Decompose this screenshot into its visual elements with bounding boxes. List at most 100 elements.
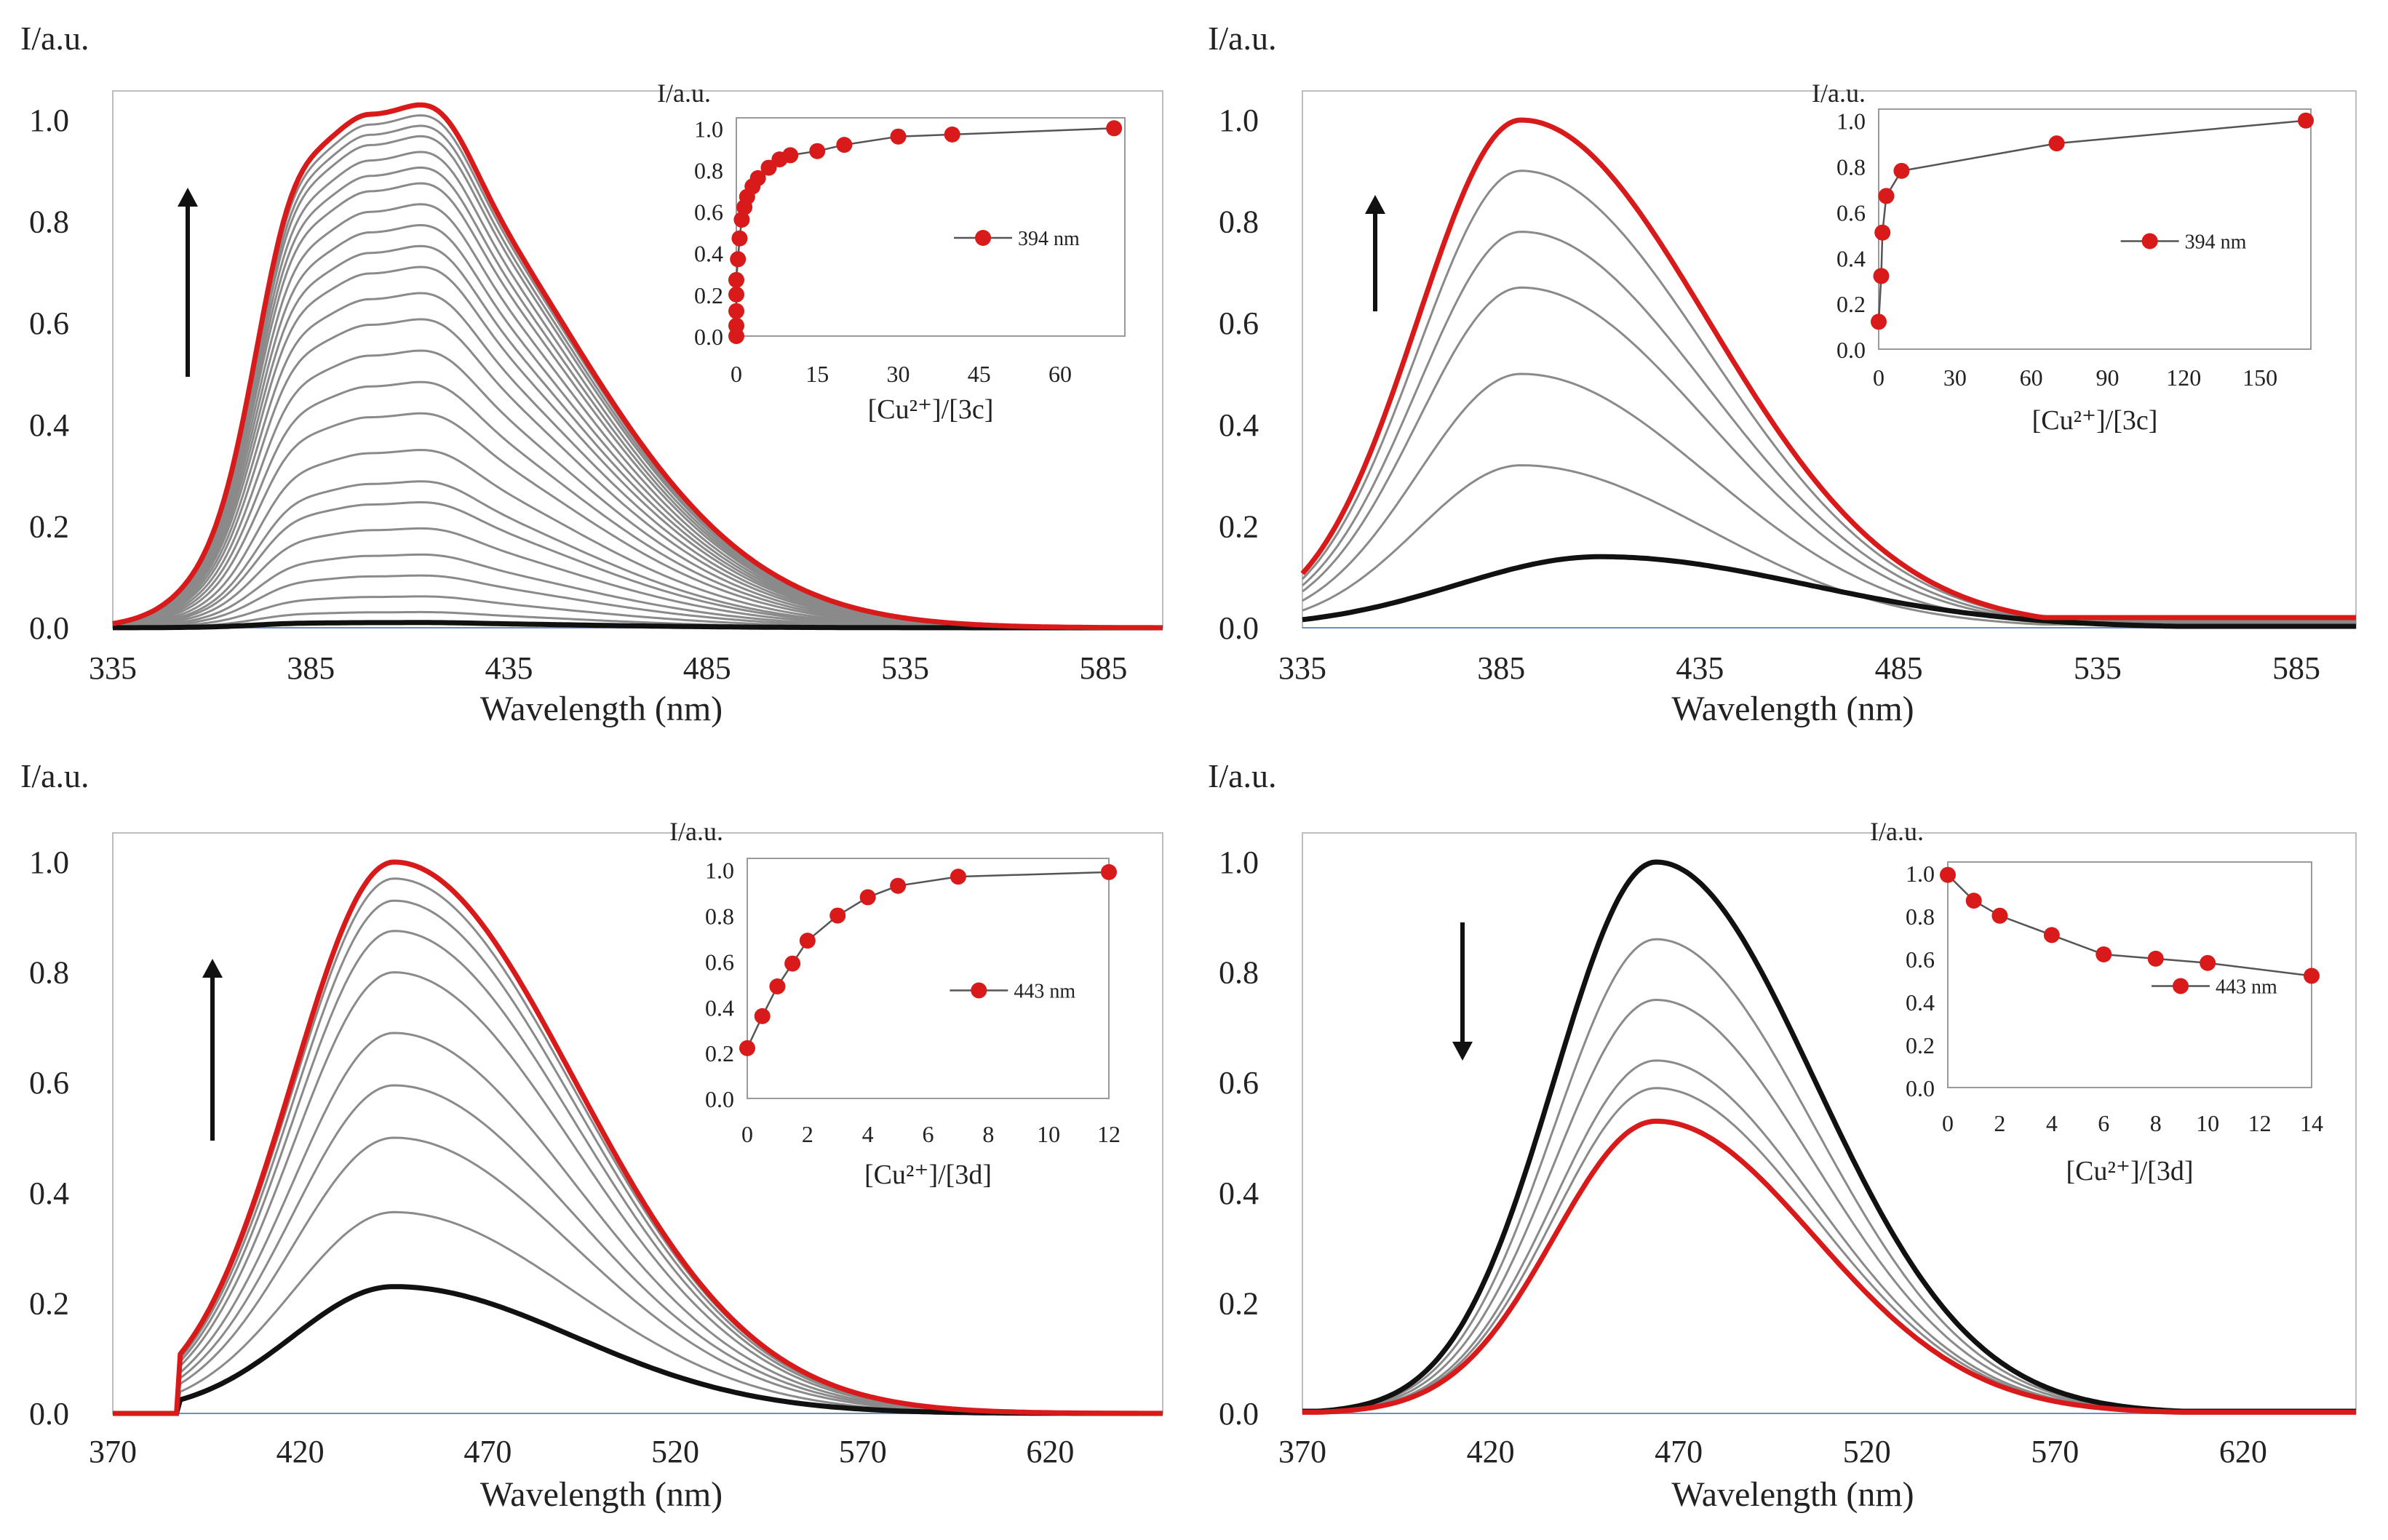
x-tick-label: 535 <box>2074 650 2122 686</box>
y-tick-label: 0.8 <box>1219 204 1259 240</box>
inset-x-tick-label: 8 <box>982 1121 994 1147</box>
x-tick-label: 620 <box>1026 1434 1074 1469</box>
inset-x-tick-label: 120 <box>2166 364 2201 391</box>
y-tick-label: 0.4 <box>1219 407 1259 443</box>
inset-y-tick-label: 1.0 <box>705 858 734 884</box>
inset-y-tick-label: 0.6 <box>705 949 734 975</box>
y-axis-label: I/a.u. <box>20 757 89 794</box>
inset-x-label: [Cu²⁺]/[3c] <box>2032 405 2158 436</box>
x-axis-label: Wavelength (nm) <box>1671 690 1914 728</box>
inset-legend-label: 443 nm <box>1014 981 1075 1003</box>
inset-data-point <box>1873 268 1890 284</box>
y-axis-label: I/a.u. <box>1208 20 1277 57</box>
inset-legend-label: 394 nm <box>1018 228 1080 250</box>
spectrum-final <box>113 859 1163 1416</box>
x-axis-label: Wavelength (nm) <box>1671 1475 1914 1514</box>
inset-data-point <box>890 877 907 894</box>
inset-series-line <box>746 871 1110 1049</box>
x-tick-label: 485 <box>1875 650 1923 686</box>
inset-frame <box>1947 861 2312 1088</box>
y-tick-label: 0.6 <box>1219 1065 1259 1101</box>
inset-y-tick-label: 0.0 <box>694 324 723 350</box>
inset-data-point <box>829 907 846 924</box>
x-tick-label: 535 <box>881 650 929 686</box>
inset-y-tick-label: 0.6 <box>1906 946 1935 973</box>
inset-data-point <box>739 1040 755 1056</box>
inset-y-tick-label: 0.4 <box>705 994 734 1021</box>
spectrum-start <box>1302 554 2356 629</box>
inset-x-tick-label: 14 <box>2300 1110 2323 1136</box>
y-axis-label: I/a.u. <box>1208 757 1277 794</box>
x-tick-label: 520 <box>651 1434 699 1469</box>
inset-y-tick-label: 0.2 <box>705 1040 734 1066</box>
inset-data-point <box>1991 907 2008 924</box>
trend-arrow-head <box>1365 195 1385 214</box>
inset-y-tick-label: 1.0 <box>694 116 723 142</box>
inset-y-tick-label: 0.2 <box>1906 1032 1935 1058</box>
inset-data-point <box>836 137 853 153</box>
inset-x-tick-label: 4 <box>2046 1110 2058 1136</box>
inset-x-tick-label: 30 <box>1943 364 1967 391</box>
inset-x-tick-label: 6 <box>923 1121 934 1147</box>
trend-arrow-head <box>202 959 223 978</box>
y-tick-label: 0.6 <box>29 306 69 341</box>
inset-x-tick-label: 12 <box>1097 1121 1121 1147</box>
inset-data-point <box>944 126 960 143</box>
inset-x-tick-label: 45 <box>968 361 991 387</box>
inset-data-point <box>2200 954 2216 971</box>
x-tick-label: 385 <box>1477 650 1525 686</box>
y-tick-label: 0.8 <box>29 204 69 240</box>
inset-x-tick-label: 90 <box>2096 364 2119 391</box>
inset-y-tick-label: 0.8 <box>705 903 734 930</box>
inset-data-point <box>1871 314 1887 330</box>
inset-data-point <box>1878 188 1895 204</box>
inset-x-label: [Cu²⁺]/[3d] <box>2066 1156 2194 1186</box>
y-tick-label: 1.0 <box>29 103 69 138</box>
inset-y-tick-label: 0.4 <box>1836 245 1866 271</box>
inset-data-point <box>1106 120 1123 137</box>
inset-data-point <box>2048 135 2065 152</box>
inset-x-tick-label: 12 <box>2248 1110 2272 1136</box>
inset-y-tick-label: 0.8 <box>1836 154 1866 180</box>
y-tick-label: 0.2 <box>1219 508 1259 544</box>
x-tick-label: 620 <box>2219 1434 2267 1469</box>
inset-y-label: I/a.u. <box>657 79 711 108</box>
inset-y-tick-label: 0.8 <box>1906 903 1935 930</box>
inset-data-point <box>760 159 777 176</box>
x-tick-label: 435 <box>485 650 533 686</box>
inset-legend-marker <box>2173 978 2189 994</box>
x-tick-label: 335 <box>1278 650 1326 686</box>
inset-legend-marker <box>971 982 987 999</box>
panel-top-left: I/a.u. 0.0 0.2 0.4 0.6 0.8 1.0 335 385 435 485 535 5… <box>20 20 1163 728</box>
x-tick-label: 470 <box>463 1434 512 1469</box>
inset-y-tick-label: 0.4 <box>694 241 723 267</box>
inset-x-tick-label: 0 <box>1873 364 1884 391</box>
inset-data-point <box>2096 946 2112 962</box>
x-tick-label: 435 <box>1676 650 1724 686</box>
inset-data-point <box>733 212 750 228</box>
x-tick-label: 335 <box>89 650 137 686</box>
inset-data-point <box>728 286 744 303</box>
inset-data-point <box>728 317 744 334</box>
spectrum-start <box>113 620 1163 631</box>
y-tick-label: 0.4 <box>1219 1176 1259 1211</box>
inset-x-tick-label: 15 <box>805 361 829 387</box>
inset-data-point <box>731 230 748 247</box>
inset-y-tick-label: 0.0 <box>1906 1075 1935 1101</box>
inset-y-label: I/a.u. <box>1870 817 1924 846</box>
spectrum-final <box>1300 117 2356 621</box>
y-tick-label: 0.4 <box>29 1176 69 1211</box>
y-tick-label: 0.4 <box>29 407 69 443</box>
x-tick-label: 385 <box>287 650 335 686</box>
x-tick-label: 470 <box>1655 1434 1703 1469</box>
inset-data-point <box>1893 162 1910 179</box>
inset-y-tick-label: 0.6 <box>694 199 723 226</box>
panel-top-right: I/a.u. 0.0 0.2 0.4 0.6 0.8 1.0 335 385 435 485 535 5… <box>1208 20 2357 728</box>
spectrum-titration <box>113 1210 1163 1415</box>
inset-y-tick-label: 0.0 <box>1836 337 1866 363</box>
y-tick-label: 0.8 <box>1219 955 1259 991</box>
inset-chart: I/a.u. 0.0 0.2 0.4 0.6 0.8 1.0 0 15 30 45 60 [Cu²⁺]/… <box>657 79 1126 425</box>
inset-x-tick-label: 0 <box>1942 1110 1954 1136</box>
